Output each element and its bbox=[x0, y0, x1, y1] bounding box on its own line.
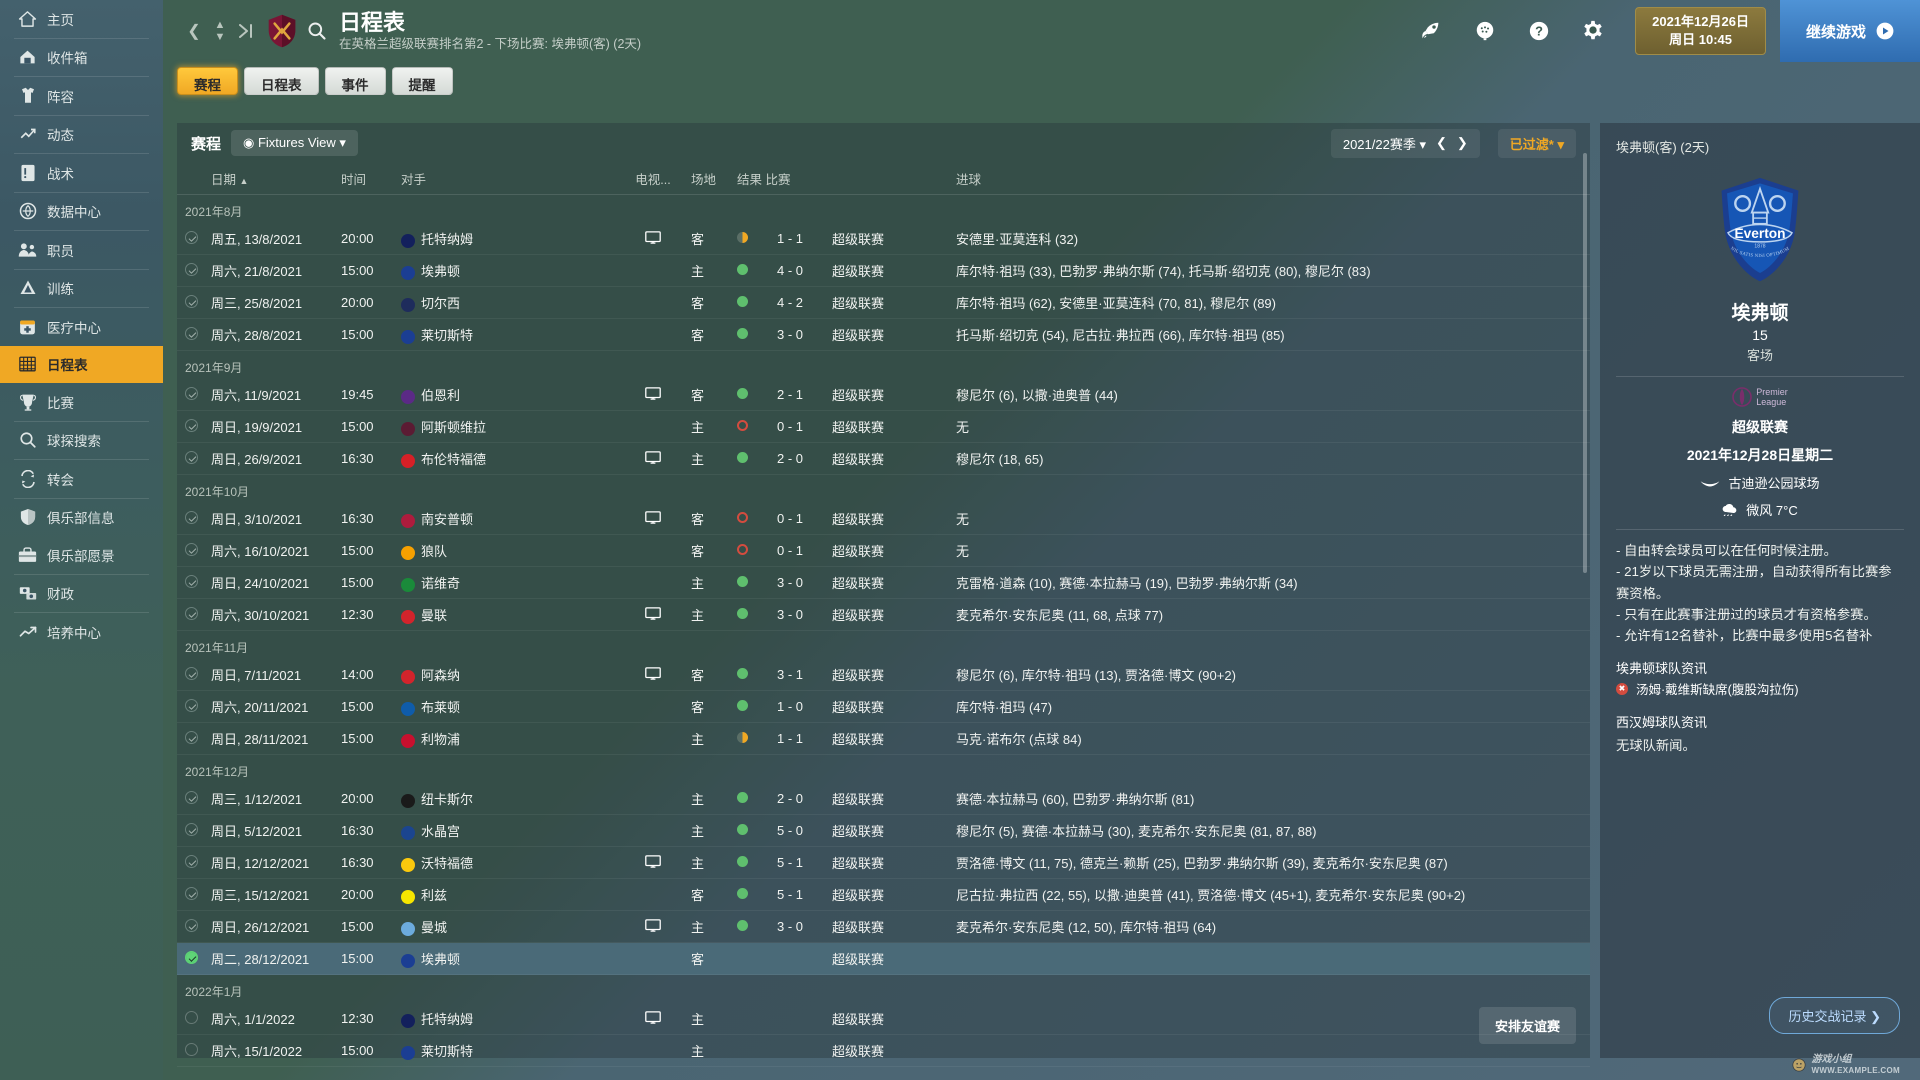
svg-text:1878: 1878 bbox=[1754, 243, 1765, 249]
svg-text:?: ? bbox=[1535, 24, 1543, 39]
svg-text:Everton: Everton bbox=[1734, 226, 1785, 241]
